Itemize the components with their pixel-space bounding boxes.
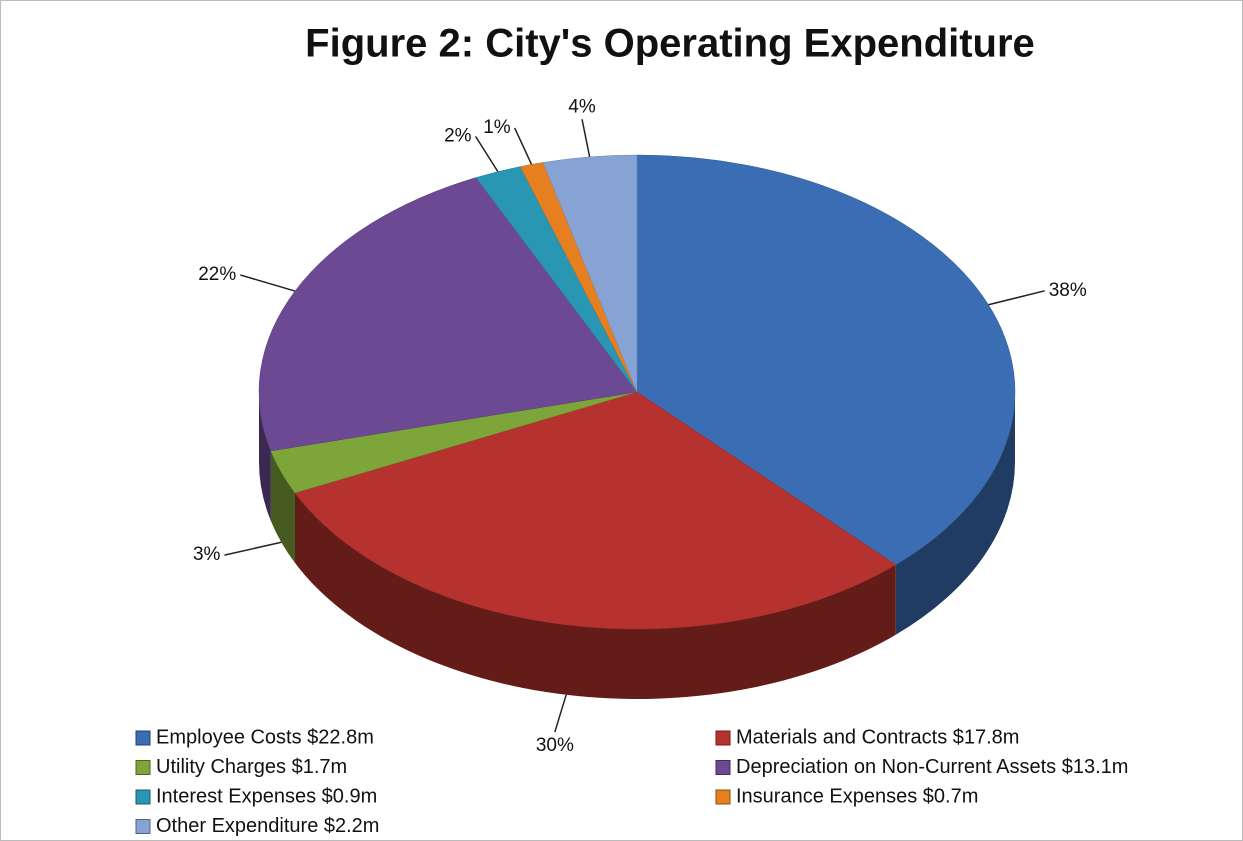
leader-line bbox=[240, 274, 296, 292]
legend-label: Depreciation on Non-Current Assets $13.1… bbox=[736, 756, 1128, 778]
pie-slice bbox=[258, 177, 638, 452]
legend-swatch bbox=[135, 760, 151, 775]
pie-side bbox=[294, 492, 896, 699]
data-label: 22% bbox=[198, 264, 236, 285]
legend-swatch bbox=[135, 730, 151, 746]
data-label: 30% bbox=[536, 735, 574, 756]
legend-swatch bbox=[135, 789, 151, 805]
legend-label: Insurance Expenses $0.7m bbox=[736, 785, 978, 807]
leader-line bbox=[554, 694, 567, 733]
leader-line bbox=[474, 135, 499, 173]
pie-side bbox=[270, 450, 295, 563]
legend-label: Other Expenditure $2.2m bbox=[156, 815, 379, 837]
data-label: 38% bbox=[1049, 280, 1087, 301]
legend-label: Materials and Contracts $17.8m bbox=[736, 726, 1019, 748]
pie-slice bbox=[294, 391, 897, 630]
data-label: 2% bbox=[444, 125, 472, 146]
pie-side bbox=[895, 392, 1015, 635]
legend-label: Employee Costs $22.8m bbox=[156, 726, 374, 748]
legend-swatch bbox=[135, 819, 151, 834]
leader-line bbox=[513, 127, 533, 165]
leader-line bbox=[224, 541, 282, 556]
legend-swatch bbox=[715, 730, 731, 746]
leader-line bbox=[988, 290, 1045, 306]
legend-swatch bbox=[715, 789, 731, 805]
leader-line bbox=[581, 119, 591, 158]
data-label: 3% bbox=[193, 544, 221, 565]
data-label: 1% bbox=[483, 117, 511, 138]
pie-side bbox=[259, 392, 271, 521]
pie-slice bbox=[542, 154, 638, 393]
chart-title: Figure 2: City's Operating Expenditure bbox=[305, 22, 1035, 66]
data-label: 4% bbox=[568, 96, 596, 117]
legend-label: Utility Charges $1.7m bbox=[156, 756, 347, 778]
legend-swatch bbox=[715, 760, 731, 775]
legend-label: Interest Expenses $0.9m bbox=[156, 785, 377, 807]
